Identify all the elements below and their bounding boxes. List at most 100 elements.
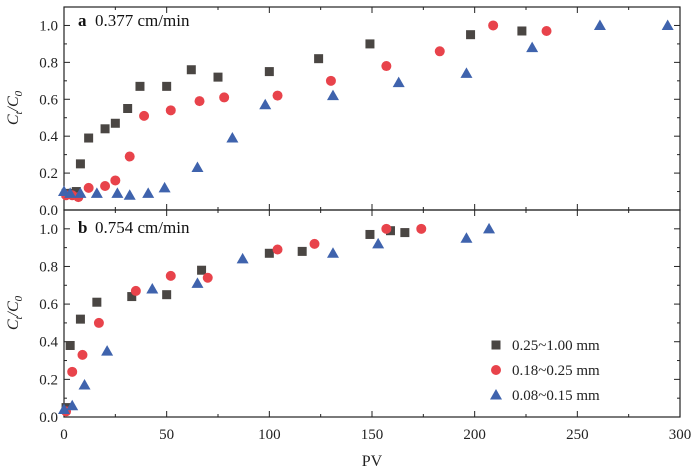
panel-b-x-tick-label: 100 <box>258 427 281 443</box>
panel-a-letter: a <box>78 11 87 30</box>
panel-b-series-1-point <box>264 248 274 258</box>
legend-label-2: 0.18~0.25 mm <box>512 363 600 379</box>
panel-a-series-3-point <box>326 89 339 101</box>
panel-b-letter: b <box>78 218 87 237</box>
legend-marker-3 <box>490 389 502 400</box>
panel-a-y-tick-label: 0.2 <box>39 166 58 182</box>
panel-b-x-tick-label: 0 <box>60 427 68 443</box>
panel-b-series-3-point <box>236 252 249 264</box>
panel-a-series-1-point <box>517 26 527 36</box>
panel-a-marks <box>58 19 674 203</box>
panel-b-x-tick-label: 150 <box>361 427 384 443</box>
panel-b-series-3-point <box>58 403 70 414</box>
panel-a-series-2-point <box>219 92 230 103</box>
panel-b-series-1-point <box>92 297 102 307</box>
panel-a-ticks: 0.0 0.2 0.4 0.6 0.8 1.0 <box>39 6 681 219</box>
panel-a-series-1-point <box>84 133 94 143</box>
panel-b: 0.0 0.2 0.4 0.6 0.8 1.0 0 50 100 150 200 250 300 b 0… <box>5 209 692 443</box>
panel-b-series-2-point <box>67 366 78 377</box>
panel-b-y-tick-label: 0.0 <box>39 410 58 426</box>
panel-a-series-3-point <box>123 189 136 200</box>
panel-b-series-2-point <box>165 270 176 281</box>
panel-b-series-3-point <box>326 247 339 258</box>
panel-a-series-2-point <box>381 61 392 72</box>
panel-a-y-tick-label: 0.4 <box>39 129 58 145</box>
panel-b-series-2-point <box>309 238 320 249</box>
panel-b-series-3-point <box>372 237 385 249</box>
panel-a-series-1-point <box>162 81 172 91</box>
panel-a-series-1-point <box>213 72 223 82</box>
panel-a-series-1-point <box>123 104 133 113</box>
x-axis-title: PV <box>362 453 383 470</box>
panel-a-series-2-point <box>100 181 111 192</box>
panel-b-series-3-point <box>146 283 159 294</box>
panel-b-series-1-point <box>297 246 307 256</box>
panel-b-series-2-point <box>130 285 141 296</box>
panel-a-series-1-point <box>135 81 145 91</box>
legend-label-1: 0.25~1.00 mm <box>512 338 600 354</box>
panel-a-rate-label: 0.377 cm/min <box>95 11 190 30</box>
panel-a-series-1-point <box>466 30 476 40</box>
panel-b-frame <box>63 209 681 418</box>
panel-a-series-3-point <box>158 181 171 193</box>
panel-b-x-tick-label: 300 <box>669 427 692 443</box>
panel-b-y-tick-label: 1.0 <box>39 222 58 238</box>
panel-b-series-3-point <box>66 399 79 411</box>
panel-b-series-2-point <box>93 317 104 328</box>
panel-a: 0.0 0.2 0.4 0.6 0.8 1.0 a 0.377 cm/min Ct/C0 <box>5 6 681 219</box>
panel-b-series-3-point <box>191 277 204 288</box>
panel-a-series-3-point <box>142 187 155 198</box>
panel-b-series-3-point <box>460 232 473 243</box>
panel-a-series-2-point <box>541 25 552 36</box>
panel-b-y-axis-title: Ct/C0 <box>5 295 25 330</box>
panel-a-frame <box>63 6 681 211</box>
panel-a-series-3-point <box>661 19 674 30</box>
panel-a-series-2-point <box>488 20 499 31</box>
panel-a-series-3-point <box>191 161 204 173</box>
panel-b-ticks: 0.0 0.2 0.4 0.6 0.8 1.0 0 50 100 150 200 250 300 <box>39 209 692 443</box>
panel-a-series-1-point <box>100 124 110 134</box>
panel-a-series-3-point <box>526 41 539 53</box>
panel-a-series-2-point <box>434 46 445 57</box>
panel-b-series-3-point <box>483 222 496 234</box>
panel-a-series-3-point <box>64 187 77 198</box>
panel-a-series-2-point <box>124 151 135 162</box>
panel-a-series-3-point <box>111 187 124 198</box>
panel-b-series-1-point <box>127 292 137 302</box>
panel-b-rate-label: 0.754 cm/min <box>95 218 190 237</box>
panel-b-series-2-point <box>77 349 88 360</box>
panel-a-series-2-point <box>83 182 94 193</box>
panel-a-y-tick-label: 1.0 <box>39 18 58 34</box>
panel-a-series-1-point <box>264 67 274 77</box>
panel-a-series-2-point <box>325 75 336 86</box>
panel-b-x-tick-label: 50 <box>159 427 174 443</box>
panel-a-series-1-point <box>365 39 375 49</box>
panel-a-series-1-point <box>75 159 85 169</box>
legend-label-3: 0.08~0.15 mm <box>512 388 600 404</box>
panel-a-series-2-point <box>139 110 150 121</box>
panel-b-x-tick-label: 200 <box>463 427 486 443</box>
panel-a-series-1-point <box>186 65 196 75</box>
panel-b-series-1-point <box>400 228 410 238</box>
panel-b-series-2-point <box>416 223 427 234</box>
panel-b-series-1-point <box>75 314 85 324</box>
panel-b-series-2-point <box>272 244 283 255</box>
panel-a-series-3-point <box>392 76 405 88</box>
panel-b-series-1-point <box>65 340 75 350</box>
panel-b-series-2-point <box>202 272 213 283</box>
panel-a-y-tick-label: 0.8 <box>39 55 58 71</box>
panel-a-series-2-point <box>110 175 121 186</box>
panel-b-series-2-point <box>381 223 392 234</box>
panel-b-series-1-point <box>365 229 375 239</box>
panel-a-series-3-point <box>226 132 239 143</box>
panel-b-y-tick-label: 0.8 <box>39 259 58 275</box>
panel-a-series-3-point <box>593 19 606 30</box>
panel-b-y-tick-label: 0.6 <box>39 297 58 313</box>
legend: 0.25~1.00 mm 0.18~0.25 mm 0.08~0.15 mm <box>490 338 600 404</box>
panel-a-series-2-point <box>272 90 283 101</box>
panel-a-series-3-point <box>259 98 272 110</box>
panel-a-series-3-point <box>74 187 87 198</box>
panel-a-series-1-point <box>314 54 324 64</box>
panel-a-series-3-point <box>90 187 103 198</box>
